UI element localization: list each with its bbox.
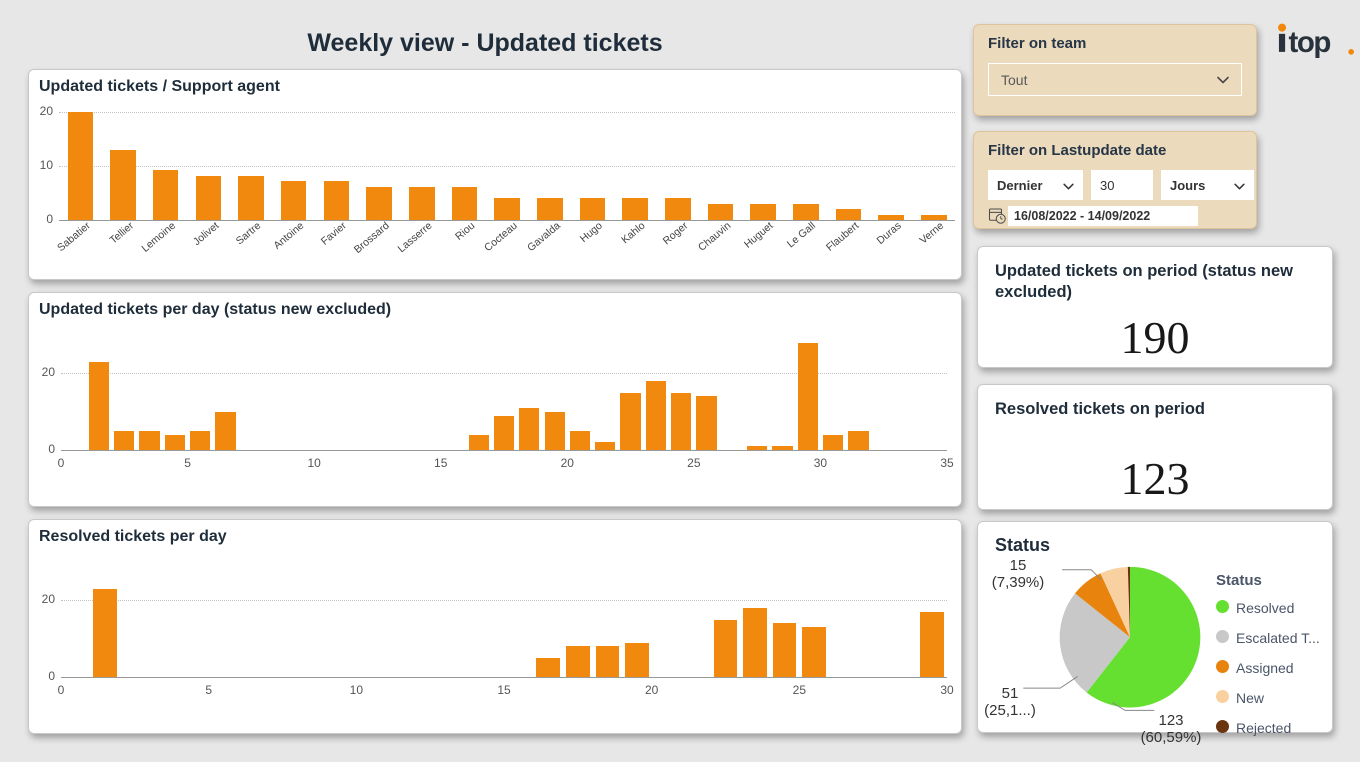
svg-text:(7,39%): (7,39%) [992,574,1045,591]
svg-text:(25,1...): (25,1...) [984,702,1036,719]
svg-text:51: 51 [1002,685,1019,702]
svg-text:top: top [1288,26,1330,59]
svg-text:123: 123 [1158,712,1183,729]
svg-text:15: 15 [1010,557,1027,574]
svg-text:(60,59%): (60,59%) [1141,729,1202,746]
